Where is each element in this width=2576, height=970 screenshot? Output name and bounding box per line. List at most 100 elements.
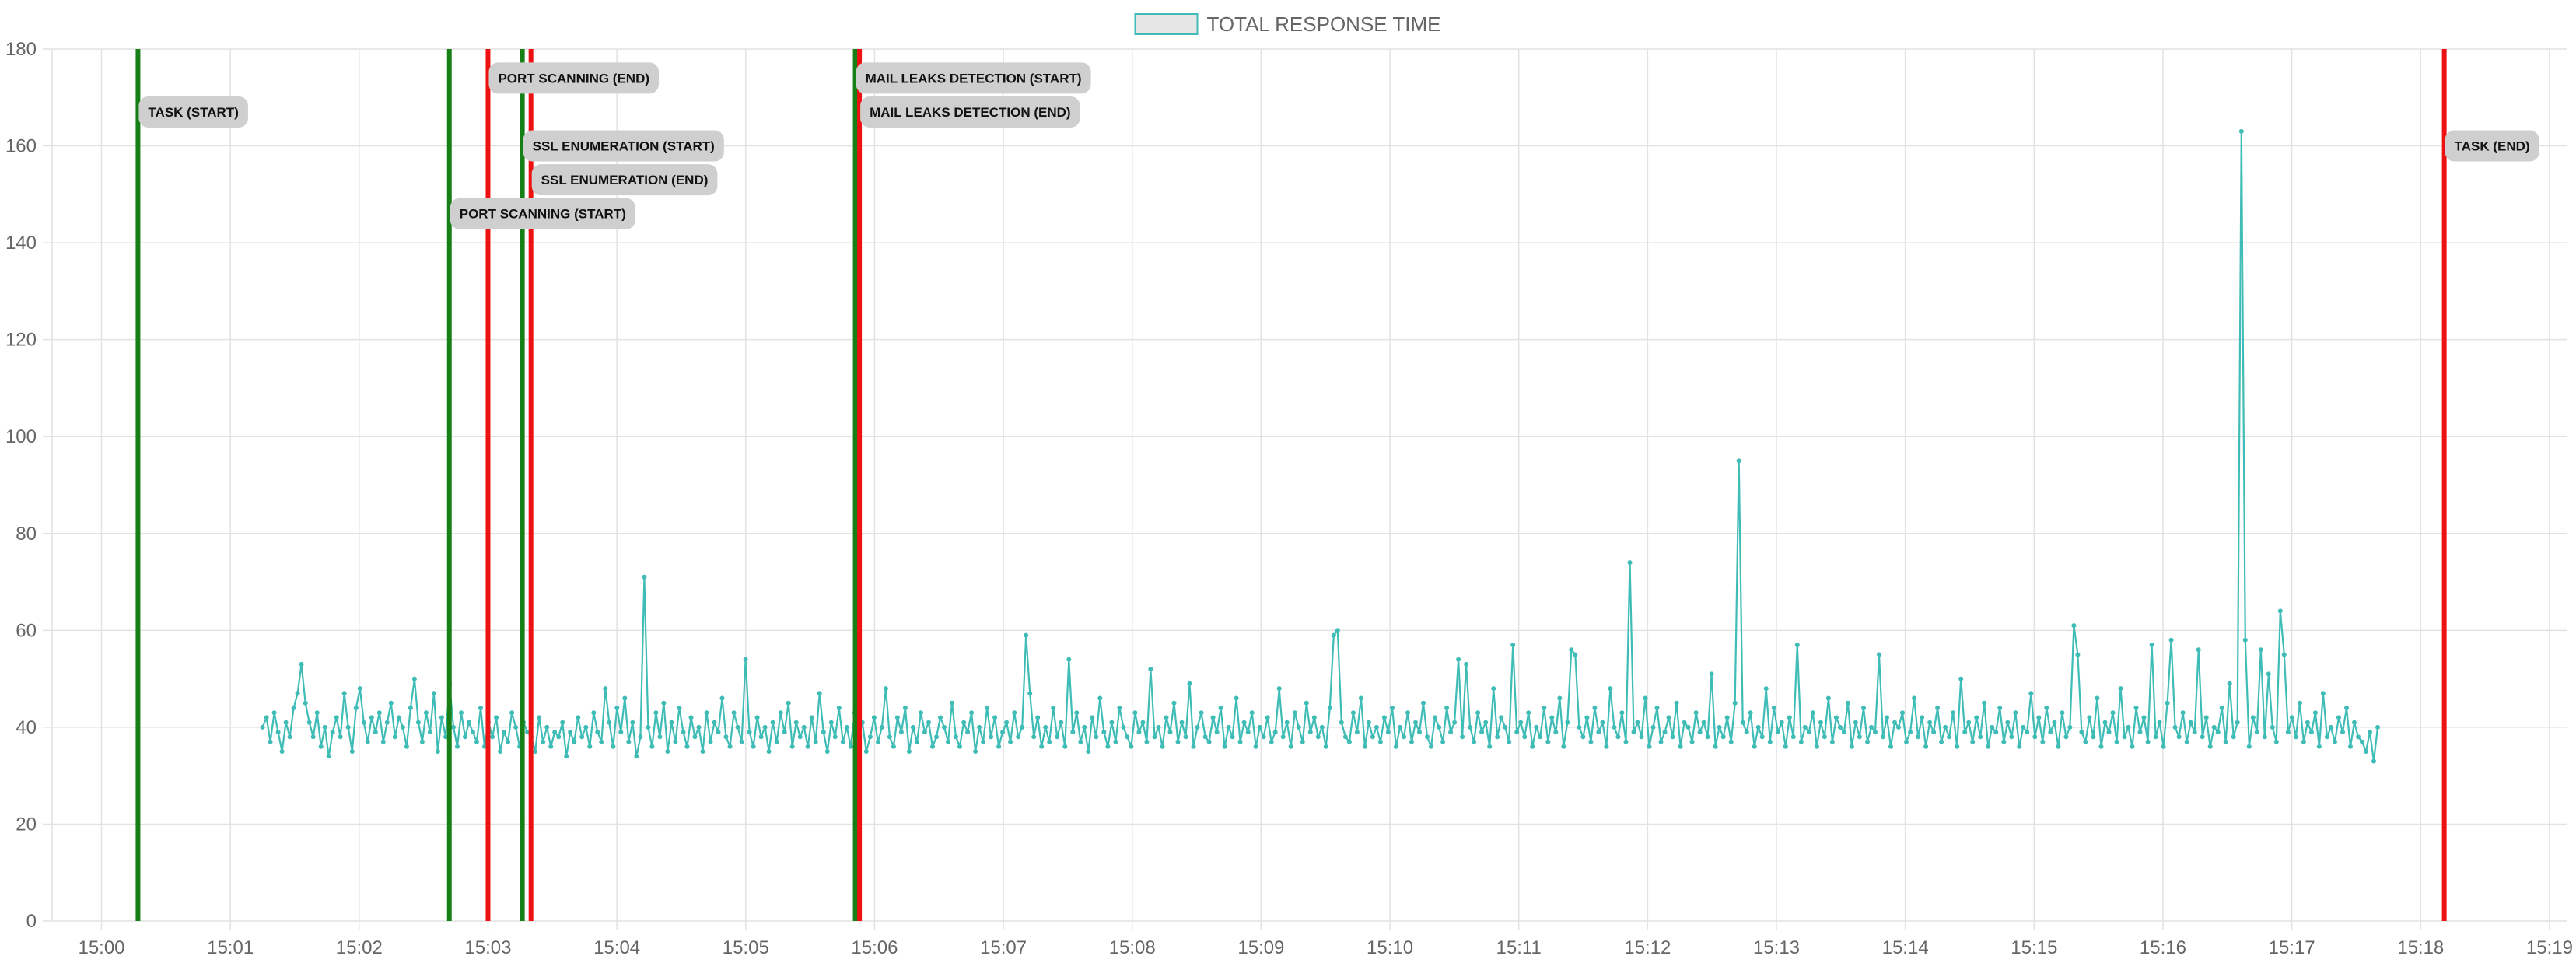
data-point	[369, 715, 374, 720]
data-point	[415, 720, 421, 725]
data-point	[2375, 724, 2380, 730]
data-point	[894, 715, 900, 720]
x-tick-label: 15:11	[1496, 937, 1542, 958]
legend-label[interactable]: TOTAL RESPONSE TIME	[1207, 12, 1441, 36]
data-point	[373, 730, 378, 735]
data-point	[583, 724, 589, 730]
data-point	[954, 734, 958, 740]
data-point	[2305, 720, 2310, 725]
data-point	[2242, 637, 2248, 643]
data-point	[1187, 681, 1192, 686]
data-point	[1639, 734, 1644, 740]
data-point	[544, 724, 550, 730]
data-point	[1623, 739, 1629, 744]
y-tick-label: 120	[5, 330, 37, 351]
data-point	[1701, 720, 1706, 725]
data-point	[2223, 739, 2228, 744]
data-point	[560, 720, 565, 725]
data-point	[1218, 706, 1223, 710]
data-point	[1483, 720, 1489, 725]
data-point	[591, 710, 597, 716]
data-point	[665, 749, 670, 754]
data-point	[1943, 724, 1948, 730]
data-point	[638, 734, 643, 740]
legend[interactable]: TOTAL RESPONSE TIME	[1134, 12, 1441, 36]
data-point	[2126, 724, 2131, 730]
data-point	[2028, 691, 2034, 696]
data-point	[427, 730, 432, 735]
data-point	[1066, 657, 1072, 662]
data-point	[2289, 715, 2294, 720]
data-point	[509, 710, 515, 716]
data-point	[1402, 734, 1406, 740]
data-point	[942, 724, 947, 730]
data-point	[739, 739, 744, 744]
data-point	[1755, 724, 1761, 730]
data-point	[2161, 744, 2166, 749]
data-point	[1323, 744, 1328, 749]
data-point	[1993, 730, 1999, 735]
y-tick-label: 160	[5, 136, 37, 157]
data-point	[1732, 700, 1738, 706]
data-point	[1947, 734, 1952, 740]
data-point	[568, 730, 573, 735]
data-point	[2165, 700, 2170, 706]
data-point	[1955, 744, 1960, 749]
data-point	[1627, 560, 1633, 566]
data-point	[1417, 730, 1422, 735]
data-point	[2266, 671, 2271, 677]
data-point	[1931, 730, 1937, 735]
data-point	[2044, 706, 2049, 710]
data-point	[365, 739, 370, 744]
data-point	[1935, 706, 1941, 710]
data-point	[471, 730, 475, 735]
data-point	[836, 706, 842, 710]
data-point	[1160, 744, 1165, 749]
data-point	[786, 700, 791, 706]
data-point	[1705, 734, 1710, 740]
data-point	[345, 724, 351, 730]
data-point	[821, 730, 826, 735]
data-point	[556, 734, 562, 740]
data-point	[957, 744, 962, 749]
data-point	[1241, 720, 1247, 725]
data-point	[1027, 691, 1033, 696]
data-point	[1051, 706, 1056, 710]
data-point	[883, 686, 888, 692]
data-point	[1191, 744, 1196, 749]
data-point	[2036, 715, 2042, 720]
data-point	[789, 744, 795, 749]
data-point	[1507, 739, 1512, 744]
data-point	[326, 754, 331, 759]
data-point	[271, 710, 277, 716]
data-point	[576, 715, 581, 720]
data-point	[747, 730, 752, 735]
data-point	[2032, 734, 2038, 740]
data-point	[1966, 720, 1972, 725]
data-point	[1662, 730, 1668, 735]
data-point	[1553, 730, 1559, 735]
data-point	[1421, 700, 1426, 706]
data-point	[1109, 720, 1115, 725]
data-point	[1542, 706, 1547, 710]
data-point	[388, 700, 394, 706]
marker-annotation-label: SSL ENUMERATION (START)	[533, 139, 715, 154]
data-point	[1429, 744, 1433, 749]
data-point	[268, 739, 273, 744]
data-point	[533, 749, 538, 754]
data-point	[930, 744, 935, 749]
data-point	[848, 744, 853, 749]
data-point	[1206, 739, 1212, 744]
data-point	[2231, 734, 2236, 740]
data-point	[2114, 739, 2119, 744]
legend-swatch[interactable]	[1134, 13, 1199, 35]
data-point	[1974, 715, 1979, 720]
data-point	[2168, 637, 2174, 643]
data-point	[2336, 715, 2341, 720]
data-point	[961, 720, 967, 725]
data-point	[2215, 730, 2221, 735]
data-point	[910, 724, 915, 730]
data-point	[817, 691, 822, 696]
data-point	[2316, 744, 2322, 749]
